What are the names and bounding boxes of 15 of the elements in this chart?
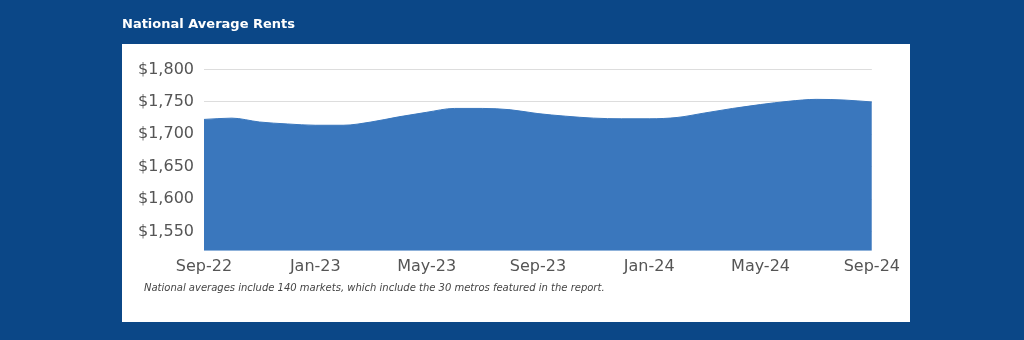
x-tick-label: Jan-24 xyxy=(622,255,675,275)
y-tick-label: $1,750 xyxy=(138,91,194,111)
x-tick-label: Sep-23 xyxy=(509,255,567,275)
x-tick-label: Sep-24 xyxy=(843,255,900,275)
y-tick-label: $1,600 xyxy=(138,188,194,208)
text: National averages include 140 markets, which include the 30 metros featured in the report. xyxy=(144,281,605,295)
x-tick-label: May-24 xyxy=(731,255,791,275)
y-tick-label: $1,550 xyxy=(138,220,194,240)
y-tick-label: $1,650 xyxy=(138,155,194,175)
y-tick-label: $1,800 xyxy=(138,58,194,78)
x-tick-label: Sep-22 xyxy=(175,255,233,275)
chart-title: National Average Rents xyxy=(122,16,296,31)
x-tick-label: Jan-23 xyxy=(288,255,341,275)
x-tick-label: May-23 xyxy=(397,255,457,275)
y-tick-label: $1,700 xyxy=(138,123,194,143)
